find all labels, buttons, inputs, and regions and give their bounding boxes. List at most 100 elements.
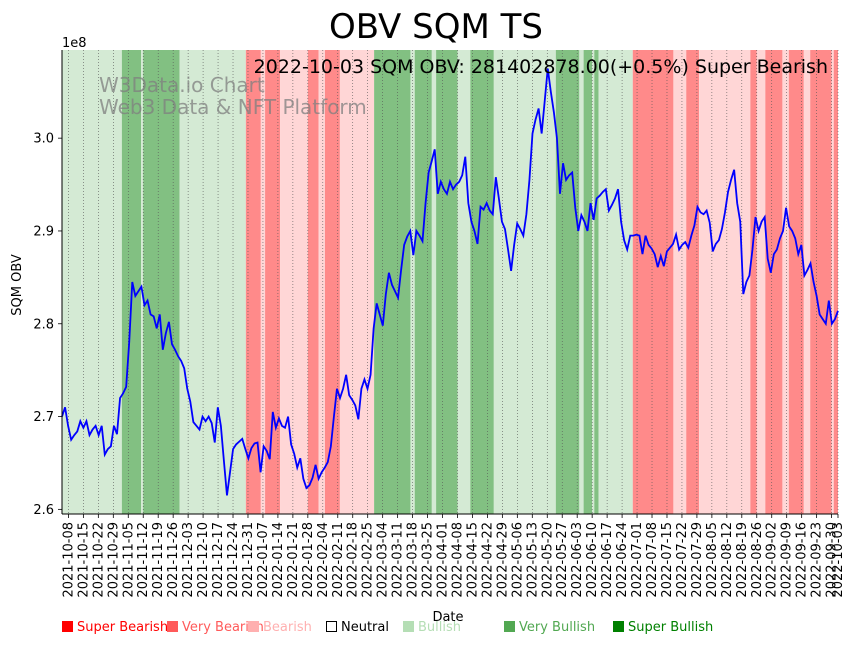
x-tick-label: 2021-11-19 xyxy=(151,522,166,598)
band-bullish xyxy=(431,50,437,514)
x-tick-label: 2022-07-29 xyxy=(690,522,705,598)
band-very-bearish xyxy=(810,50,832,514)
legend-item-bullish: Bullish xyxy=(403,619,461,637)
band-bullish xyxy=(592,50,595,514)
legend-item-very-bearish: Very Bearish xyxy=(167,619,264,637)
legend-swatch xyxy=(504,621,515,632)
band-very-bearish xyxy=(750,50,757,514)
x-tick-label: 2021-12-10 xyxy=(196,522,211,598)
x-tick-label: 2022-01-07 xyxy=(256,522,271,598)
band-very-bearish xyxy=(632,50,674,514)
legend-label: Very Bullish xyxy=(519,620,596,635)
x-tick-label: 2022-01-14 xyxy=(271,522,286,598)
x-tick-label: 2022-01-21 xyxy=(286,522,301,598)
x-tick-label: 2022-05-20 xyxy=(540,522,555,598)
legend-item-super-bearish: Super Bearish xyxy=(62,619,168,637)
band-very-bullish xyxy=(374,50,411,514)
x-tick-label: 2022-09-30 xyxy=(825,522,840,598)
background-bands xyxy=(62,50,838,514)
x-tick-label: 2021-12-17 xyxy=(211,522,226,598)
band-very-bullish xyxy=(436,50,458,514)
band-bearish xyxy=(318,50,325,514)
x-axis-label: Date xyxy=(432,610,463,625)
legend-swatch xyxy=(248,621,259,632)
x-tick-label: 2022-03-25 xyxy=(421,522,436,598)
x-tick-label: 2022-05-27 xyxy=(555,522,570,598)
x-tick-label: 2022-02-18 xyxy=(346,522,361,598)
y-multiplier-label: 1e8 xyxy=(62,36,87,51)
legend-swatch xyxy=(403,621,414,632)
y-tick-label: 2.8 xyxy=(33,317,54,332)
x-tick-label: 2021-12-31 xyxy=(241,522,256,598)
y-tick-label: 3.0 xyxy=(33,132,54,147)
band-very-bearish xyxy=(686,50,700,514)
x-tick-label: 2022-04-22 xyxy=(480,522,495,598)
band-bearish xyxy=(803,50,811,514)
x-tick-label: 2022-01-28 xyxy=(301,522,316,598)
x-tick-label: 2022-06-17 xyxy=(600,522,615,598)
band-bullish xyxy=(62,50,122,514)
band-bearish xyxy=(831,50,834,514)
x-tick-label: 2022-07-22 xyxy=(675,522,690,598)
x-tick-label: 2022-07-01 xyxy=(630,522,645,598)
x-tick-label: 2021-11-12 xyxy=(136,522,151,598)
chart-subtitle: 2022-10-03 SQM OBV: 281402878.00(+0.5%) … xyxy=(254,56,828,78)
x-tick-label: 2021-10-15 xyxy=(76,522,91,598)
x-tick-label: 2021-10-22 xyxy=(91,522,106,598)
band-bearish xyxy=(756,50,766,514)
y-tick-label: 2.6 xyxy=(33,503,54,518)
legend-swatch xyxy=(326,621,337,632)
band-very-bearish xyxy=(788,50,804,514)
legend-label: Bearish xyxy=(263,620,312,635)
x-tick-label: 2021-10-08 xyxy=(61,522,76,598)
y-tick-label: 2.9 xyxy=(33,224,54,239)
band-bullish xyxy=(141,50,144,514)
vertical-gridlines xyxy=(68,50,839,514)
band-very-bullish xyxy=(143,50,180,514)
band-very-bearish xyxy=(833,50,838,514)
x-tick-label: 2022-04-29 xyxy=(495,522,510,598)
band-bearish xyxy=(280,50,308,514)
band-bearish xyxy=(339,50,375,514)
watermark-line-1: W3Data.io Chart xyxy=(99,73,265,97)
band-very-bullish xyxy=(414,50,432,514)
obv-series-line xyxy=(61,68,839,496)
x-tick-label: 2022-02-11 xyxy=(331,522,346,598)
x-tick-label: 2022-06-10 xyxy=(585,522,600,598)
band-very-bullish xyxy=(594,50,599,514)
x-tick-label: 2021-12-03 xyxy=(181,522,196,598)
x-tick-label: 2022-08-12 xyxy=(720,522,735,598)
x-tick-label: 2022-03-11 xyxy=(391,522,406,598)
band-very-bullish xyxy=(583,50,593,514)
legend-label: Super Bearish xyxy=(77,620,169,635)
band-very-bullish xyxy=(470,50,494,514)
legend-label: Bullish xyxy=(418,620,462,635)
x-tick-label: 2021-11-26 xyxy=(166,522,181,598)
x-tick-label: 2022-04-08 xyxy=(450,522,465,598)
band-bullish xyxy=(179,50,246,514)
band-bullish xyxy=(579,50,584,514)
x-tick-label: 2022-09-09 xyxy=(780,522,795,598)
legend: Super Bearish Very Bearish Bearish Neutr… xyxy=(0,619,855,641)
x-tick-label: 2022-03-18 xyxy=(406,522,421,598)
chart-title: OBV SQM TS xyxy=(329,7,543,47)
x-tick-label: 2022-07-08 xyxy=(645,522,660,598)
x-tick-label: 2022-10-03 xyxy=(831,522,846,598)
x-tick-label: 2022-04-01 xyxy=(436,522,451,598)
y-tick-label: 2.7 xyxy=(33,410,54,425)
x-tick-label: 2021-10-29 xyxy=(106,522,121,598)
legend-label: Super Bullish xyxy=(628,620,714,635)
band-very-bullish xyxy=(555,50,580,514)
watermark-line-2: Web3 Data & NFT Platform xyxy=(99,95,367,119)
x-tick-label: 2022-04-15 xyxy=(465,522,480,598)
legend-item-very-bullish: Very Bullish xyxy=(504,619,595,637)
y-axis-label: SQM OBV xyxy=(10,254,25,316)
band-bearish xyxy=(673,50,687,514)
band-bearish xyxy=(782,50,789,514)
x-axis-ticks: 2021-10-08 2021-10-15 2021-10-22 2021-10-29… xyxy=(61,514,846,598)
x-tick-label: 2022-09-02 xyxy=(765,522,780,598)
legend-label: Neutral xyxy=(341,620,389,635)
x-tick-label: 2022-02-25 xyxy=(361,522,376,598)
legend-item-super-bullish: Super Bullish xyxy=(613,619,713,637)
legend-label: Very Bearish xyxy=(182,620,264,635)
